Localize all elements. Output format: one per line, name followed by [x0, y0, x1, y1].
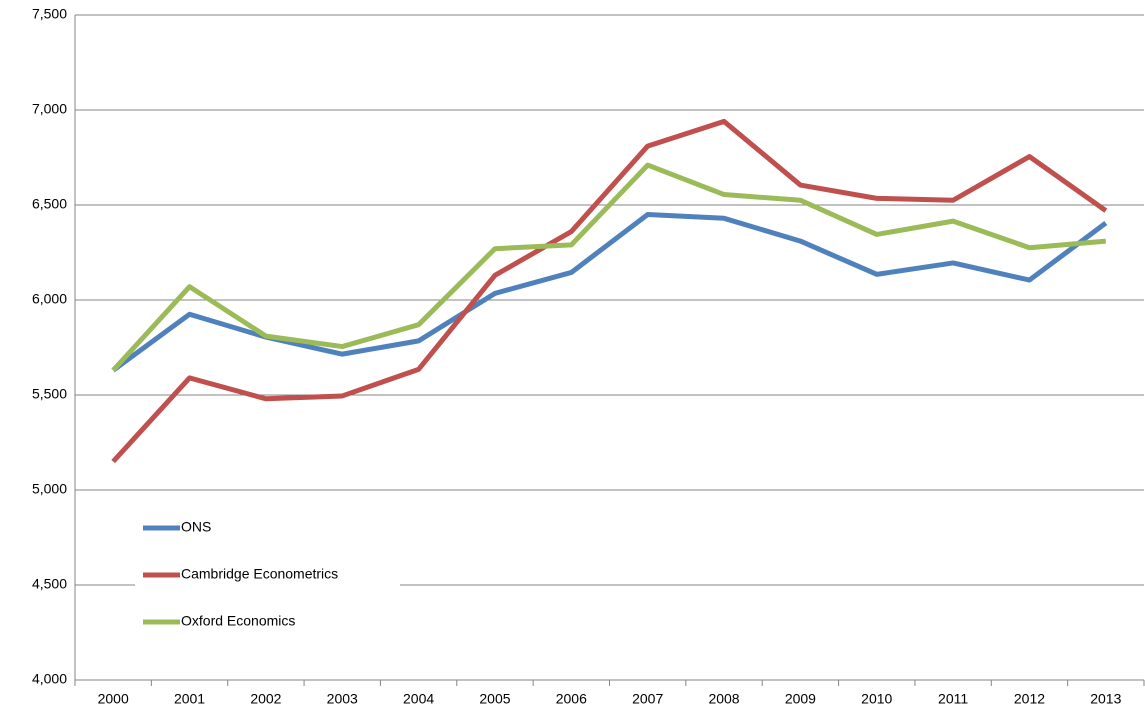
x-tick-label: 2005 [479, 691, 510, 707]
x-tick-label: 2006 [556, 691, 587, 707]
y-tick-label: 4,500 [32, 576, 67, 592]
x-tick-label: 2010 [861, 691, 892, 707]
x-tick-label: 2001 [174, 691, 205, 707]
legend-label: Cambridge Econometrics [181, 566, 338, 582]
legend-label: ONS [181, 519, 211, 535]
y-tick-label: 7,500 [32, 6, 67, 22]
x-tick-label: 2004 [403, 691, 434, 707]
x-tick-label: 2009 [785, 691, 816, 707]
series-line [111, 162, 1107, 372]
y-tick-label: 4,000 [32, 671, 67, 687]
x-tick-label: 2013 [1090, 691, 1121, 707]
y-tick-label: 7,000 [32, 101, 67, 117]
x-tick-label: 2008 [708, 691, 739, 707]
x-tick-label: 2007 [632, 691, 663, 707]
x-tick-label: 2002 [250, 691, 281, 707]
y-tick-label: 6,000 [32, 291, 67, 307]
y-tick-label: 6,500 [32, 196, 67, 212]
y-tick-label: 5,000 [32, 481, 67, 497]
legend-label: Oxford Economics [181, 613, 295, 629]
y-tick-label: 5,500 [32, 386, 67, 402]
x-tick-label: 2012 [1014, 691, 1045, 707]
x-tick-label: 2000 [98, 691, 129, 707]
x-tick-label: 2011 [938, 691, 968, 707]
series-line [111, 118, 1108, 464]
x-tick-label: 2003 [327, 691, 358, 707]
series-line [111, 212, 1108, 373]
